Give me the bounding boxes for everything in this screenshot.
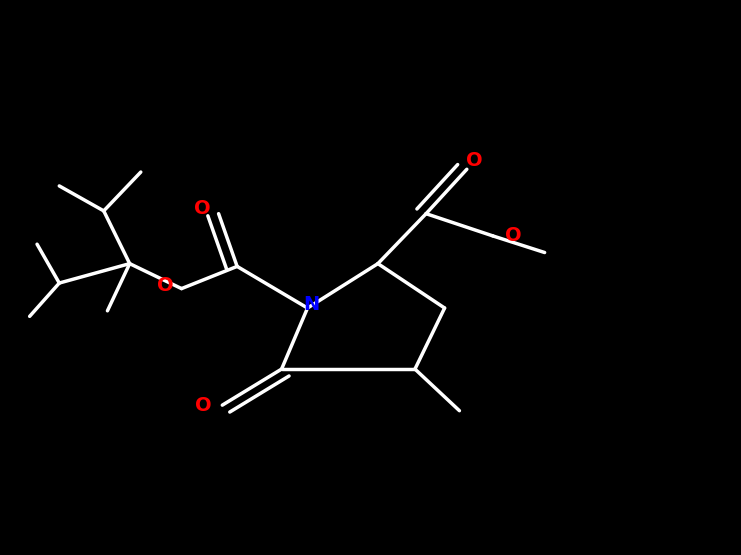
Text: N: N bbox=[303, 295, 319, 314]
Text: O: O bbox=[505, 226, 522, 245]
Text: O: O bbox=[194, 199, 210, 218]
Text: O: O bbox=[196, 396, 212, 415]
Text: O: O bbox=[157, 276, 173, 295]
Text: O: O bbox=[466, 152, 482, 170]
